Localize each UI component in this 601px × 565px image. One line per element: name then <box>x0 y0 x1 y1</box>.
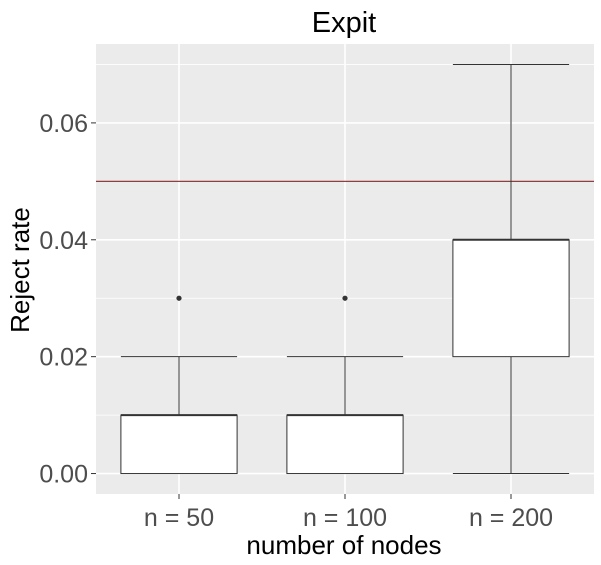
y-tick-label: 0.00 <box>39 461 88 489</box>
box-body <box>452 239 570 358</box>
outlier-point <box>342 295 348 301</box>
x-axis-title: number of nodes <box>246 530 441 560</box>
box-body <box>120 414 238 475</box>
outlier-point <box>176 295 182 301</box>
y-tick-label: 0.04 <box>39 227 88 255</box>
x-tick-label: n = 100 <box>303 504 387 532</box>
y-axis-title: Reject rate <box>5 207 35 333</box>
chart-title: Expit <box>312 7 376 39</box>
x-axis: n = 50 n = 100 n = 200 <box>144 494 553 532</box>
y-tick-label: 0.06 <box>39 110 88 138</box>
y-tick-label: 0.02 <box>39 344 88 372</box>
box-body <box>286 414 404 475</box>
box <box>452 63 570 475</box>
x-tick-label: n = 200 <box>469 504 553 532</box>
y-axis: 0.00 0.02 0.04 0.06 <box>39 110 96 489</box>
box <box>286 295 404 475</box>
box <box>120 295 238 475</box>
x-tick-label: n = 50 <box>144 504 214 532</box>
box-group <box>120 63 570 475</box>
